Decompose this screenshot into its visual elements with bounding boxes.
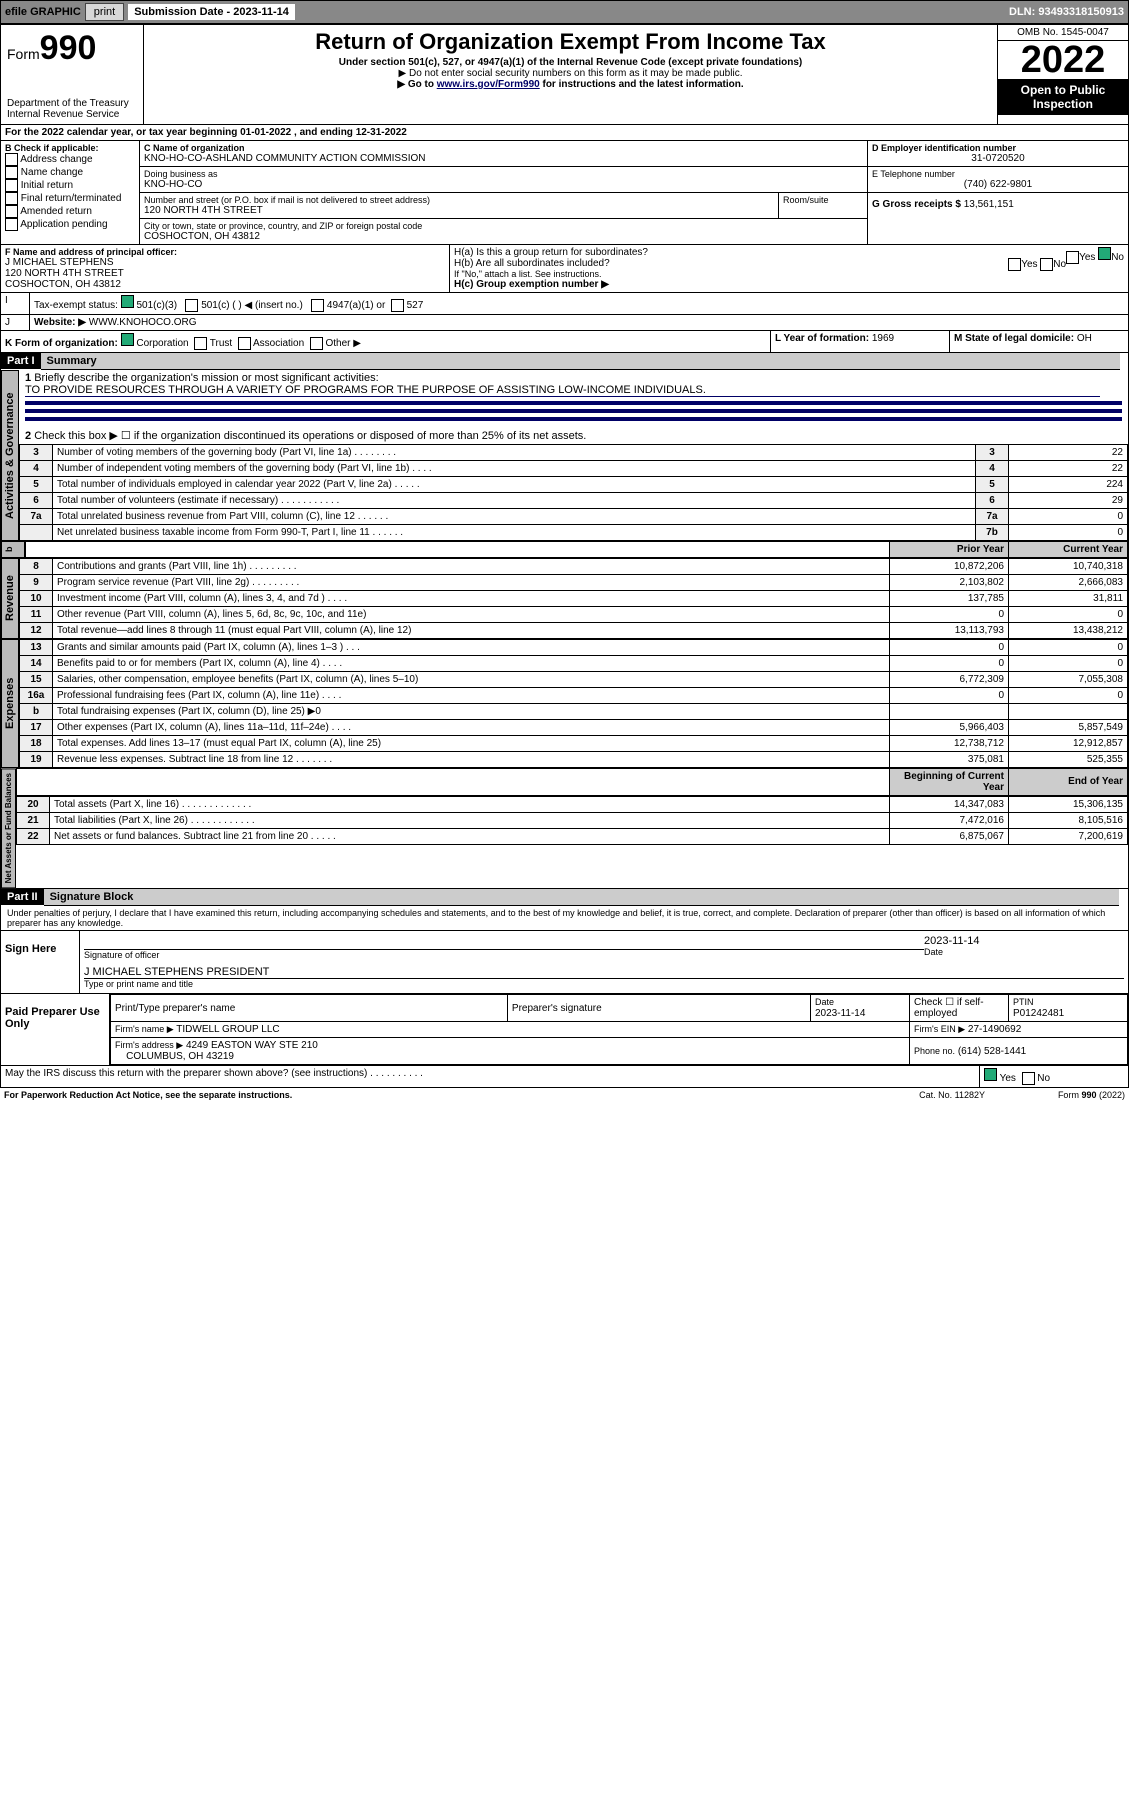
checkbox-icon[interactable] [194,337,207,350]
checkbox-icon[interactable] [5,166,18,179]
irs-link[interactable]: www.irs.gov/Form990 [437,79,540,90]
website: WWW.KNOHOCO.ORG [89,317,197,328]
dba: KNO-HO-CO [144,179,863,190]
checkbox-checked-icon[interactable] [121,333,134,346]
street: 120 NORTH 4TH STREET [144,205,774,216]
part1-label: Part I [1,353,41,369]
pra-notice: For Paperwork Reduction Act Notice, see … [4,1090,919,1100]
print-button[interactable]: print [85,3,124,21]
checkbox-icon[interactable] [5,205,18,218]
form-header: Form990 Department of the Treasury Inter… [0,24,1129,125]
ein: 31-0720520 [872,153,1124,164]
Hb: H(b) Are all subordinates included? Yes … [454,258,1124,269]
dln: DLN: 93493318150913 [1009,6,1124,18]
submission-date: Submission Date - 2023-11-14 [128,4,295,20]
Hc: H(c) Group exemption number ▶ [454,279,1124,290]
Ha: H(a) Is this a group return for subordin… [454,247,1124,258]
B-items: Address change Name change Initial retur… [5,153,135,231]
form-footer: Form 990 (2022) [985,1090,1125,1100]
dept: Department of the Treasury Internal Reve… [7,98,137,120]
part2-label: Part II [1,889,44,905]
block-BCDE: B Check if applicable: Address change Na… [0,141,1129,245]
B-header: B Check if applicable: [5,143,135,153]
paid-preparer: Paid Preparer Use Only [1,994,109,1065]
declaration: Under penalties of perjury, I declare th… [1,906,1128,930]
efile-label: efile GRAPHIC [5,6,81,18]
checkbox-icon[interactable] [5,153,18,166]
part2-title: Signature Block [44,889,1119,906]
checkbox-icon[interactable] [5,218,18,231]
org-name: KNO-HO-CO-ASHLAND COMMUNITY ACTION COMMI… [144,153,863,164]
checkbox-icon[interactable] [1022,1072,1035,1085]
officer-title: J MICHAEL STEPHENS PRESIDENT [84,960,1124,979]
firm-name: TIDWELL GROUP LLC [176,1024,279,1035]
form-number: 990 [40,29,97,67]
line-I: Tax-exempt status: 501(c)(3) 501(c) ( ) … [30,293,1128,314]
checkbox-icon[interactable] [185,299,198,312]
checkbox-icon[interactable] [5,192,18,205]
subtitle-1: Under section 501(c), 527, or 4947(a)(1)… [150,57,991,68]
checkbox-icon[interactable] [391,299,404,312]
checkbox-checked-icon[interactable] [984,1068,997,1081]
checkbox-checked-icon[interactable] [121,295,134,308]
subtitle-3: ▶ Go to www.irs.gov/Form990 for instruct… [150,79,991,90]
checkbox-icon[interactable] [310,337,323,350]
firm-phone: (614) 528-1441 [958,1046,1026,1057]
line-K: K Form of organization: Corporation Trus… [1,331,771,352]
main-title: Return of Organization Exempt From Incom… [150,29,991,55]
checkbox-icon[interactable] [1008,258,1021,271]
city: COSHOCTON, OH 43812 [144,231,863,242]
ptin: P01242481 [1013,1008,1064,1019]
subtitle-2: ▶ Do not enter social security numbers o… [150,68,991,79]
tab-expenses: Expenses [1,639,19,768]
sig-date: 2023-11-14 [924,935,1124,947]
cat-no: Cat. No. 11282Y [919,1090,985,1100]
checkbox-icon[interactable] [311,299,324,312]
tax-year: 2022 [998,41,1128,79]
open-inspection: Open to Public Inspection [998,79,1128,115]
officer-name: J MICHAEL STEPHENS [5,257,445,268]
domicile: OH [1077,333,1092,344]
checkbox-icon[interactable] [5,179,18,192]
sign-here: Sign Here [1,931,79,993]
checkbox-icon[interactable] [1040,258,1053,271]
firm-ein: 27-1490692 [968,1024,1021,1035]
form-word: Form [7,46,40,62]
checkbox-icon[interactable] [238,337,251,350]
phone: (740) 622-9801 [872,179,1124,190]
checkbox-icon[interactable] [1066,251,1079,264]
mission: TO PROVIDE RESOURCES THROUGH A VARIETY O… [25,384,1100,397]
tab-governance: Activities & Governance [1,370,19,541]
topbar: efile GRAPHIC print Submission Date - 20… [0,0,1129,24]
tab-netassets: Net Assets or Fund Balances [1,768,16,888]
year-formed: 1969 [872,333,894,344]
tab-revenue: Revenue [1,558,19,639]
gross-receipts: 13,561,151 [964,199,1014,210]
line-A: For the 2022 calendar year, or tax year … [1,125,1128,140]
part1-title: Summary [41,353,1120,370]
checkbox-checked-icon[interactable] [1098,247,1111,260]
